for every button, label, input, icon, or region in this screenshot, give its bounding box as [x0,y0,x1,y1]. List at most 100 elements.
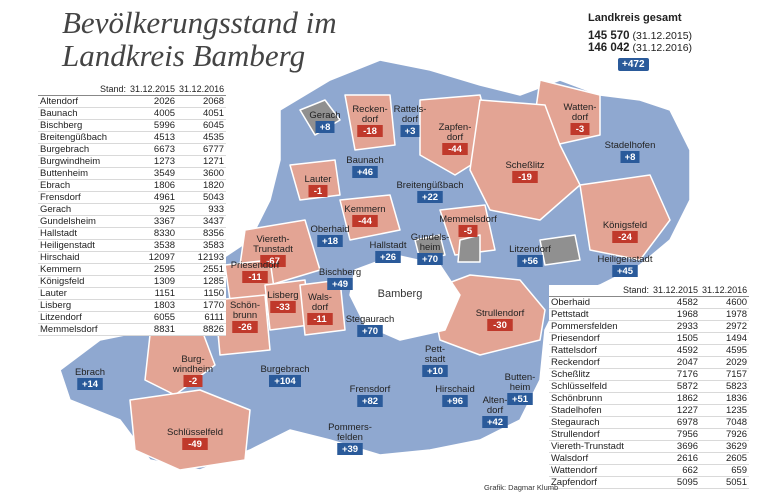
municipality-name: Lisberg [38,299,128,312]
value-2016: 1235 [700,404,750,417]
grey-area-4 [457,234,481,263]
map-label-priesendorf: Priesendorf-11 [231,260,280,283]
municipality-name-label: Heiligenstadt [598,254,653,265]
value-2016: 1271 [177,155,227,168]
municipality-name-label: dorf [487,405,504,416]
map-label-ebrach: Ebrach+14 [75,367,105,390]
municipality-name-label: Gundels- [411,232,450,243]
city-label: Bamberg [378,288,423,300]
municipality-name: Strullendorf [549,428,651,441]
table-row: Wattendorf 662 659 [549,464,750,477]
municipality-name: Schönbrunn [549,392,651,405]
change-badge-bg [417,191,443,203]
value-2015: 4513 [128,131,178,144]
municipality-name-label: dorf [362,114,379,125]
municipality-name: Königsfeld [38,275,128,288]
table-row: Breitengüßbach 4513 4535 [38,131,227,144]
table-row: Kemmern 2595 2551 [38,263,227,276]
municipality-name: Ebrach [38,179,128,192]
map-label-zapfendorf: Zapfen-dorf-44 [439,122,471,155]
city-bamberg [349,254,461,341]
municipality-name-label: Hirschaid [435,384,475,395]
table-row: Heiligenstadt 3538 3583 [38,239,227,252]
map-label-frensdorf: Frensdorf+82 [350,384,391,407]
municipality-name-label: Priesendorf [231,260,280,271]
municipality-name-label: dorf [447,132,464,143]
value-2016: 2605 [700,452,750,465]
table-row: Memmelsdorf 8831 8826 [38,323,227,336]
municipality-name: Memmelsdorf [38,323,128,336]
change-badge-bg [357,395,383,407]
municipality-name: Oberhaid [549,296,651,309]
municipality-name-label: Schlüsselfeld [167,427,223,438]
summary-heading: Landkreis gesamt [588,12,682,24]
value-2015: 6055 [128,311,178,324]
map-label-hallstadt: Hallstadt+26 [370,240,407,263]
municipality-name-label: Lauter [305,174,332,185]
map-label-koenigsfeld: Königsfeld-24 [603,220,647,243]
value-2016: 6777 [177,143,227,156]
value-2016: 5051 [700,476,750,489]
change-badge-bg [620,151,640,163]
municipality-name-label: Burg- [181,354,204,365]
summary-date-2015: (31.12.2015) [632,30,693,42]
table-row: Königsfeld 1309 1285 [38,275,227,288]
municipality-name-label: brunn [233,310,257,321]
map-label-breitenguessbach: Breitengüßbach+22 [396,180,464,203]
municipality-name-label: Breitengüßbach [396,180,463,191]
municipality-name: Viereth-Trunstadt [549,440,651,453]
value-2015: 1151 [128,287,178,300]
stand-label: Stand: [38,84,128,96]
map-label-schoenbrunn: Schön-brunn-26 [230,300,260,333]
change-badge-bg [357,325,383,337]
change-badge-bg [317,235,343,247]
change-badge: -49 [188,439,202,450]
municipality-name-label: Bischberg [319,267,361,278]
municipality-name: Burgwindheim [38,155,128,168]
col-2015-header: 31.12.2015 [651,285,701,297]
change-badge: -2 [189,376,197,387]
value-2016: 7157 [700,368,750,381]
value-2016: 659 [700,464,750,477]
table-row: Pommersfelden 2933 2972 [549,320,750,333]
value-2016: 4051 [177,107,227,120]
value-2015: 2616 [651,452,701,465]
table-row: Burgebrach 6673 6777 [38,143,227,156]
value-2016: 5043 [177,191,227,204]
value-2016: 12193 [177,251,227,264]
municipality-name: Stadelhofen [549,404,651,417]
municipality-name-label: Baunach [346,155,384,166]
municipality-name-label: Strullendorf [476,308,525,319]
municipality-name: Zapfendorf [549,476,651,489]
value-2015: 8831 [128,323,178,336]
change-badge: +104 [274,376,296,387]
municipality-name-label: Ebrach [75,367,105,378]
map-label-walsdorf: Wals-dorf-11 [307,292,333,325]
value-2016: 1494 [700,332,750,345]
value-2016: 6111 [177,311,227,324]
value-2016: 1836 [700,392,750,405]
change-badge-bg [315,121,335,133]
table-row: Altendorf 2026 2068 [38,95,227,108]
value-2016: 3437 [177,215,227,228]
map-label-lauter: Lauter-1 [305,174,332,197]
municipality-name-label: Hallstadt [370,240,407,251]
municipality-name-label: dorf [402,114,419,125]
table-row: Lisberg 1803 1770 [38,299,227,312]
change-badge: +96 [447,396,463,407]
municipality-name-label: stadt [425,354,446,365]
value-2016: 2068 [177,95,227,108]
value-2016: 2029 [700,356,750,369]
change-badge: +56 [522,256,538,267]
map-label-strullendorf: Strullendorf-30 [476,308,525,331]
value-2015: 7956 [651,428,701,441]
municipality-name-label: Stadelhofen [605,140,656,151]
summary-row-2016: 146 042 (31.12.2016) [588,42,692,54]
value-2016: 2551 [177,263,227,276]
municipality-name: Lauter [38,287,128,300]
map-label-schluesselfeld: Schlüsselfeld-49 [167,427,223,450]
change-badge-bg [517,255,543,267]
value-2015: 7176 [651,368,701,381]
change-badge-bg [375,251,401,263]
change-badge: +18 [322,236,338,247]
